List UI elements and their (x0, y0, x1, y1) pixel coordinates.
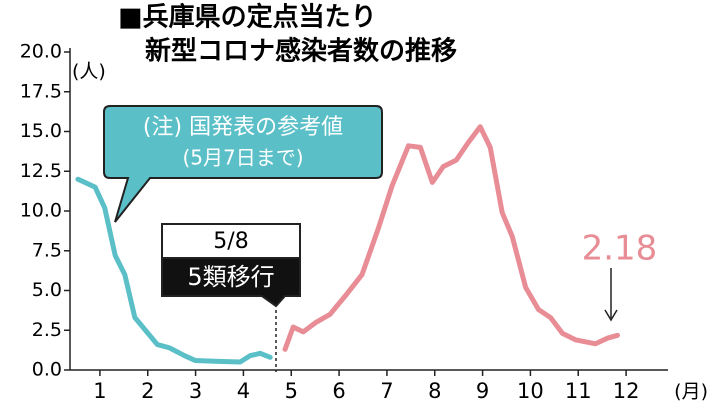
y-tick-label: 7.5 (32, 239, 62, 261)
x-tick-label: 9 (476, 379, 489, 403)
value-label: 2.18 (582, 229, 658, 269)
chart-title: 新型コロナ感染者数の推移 (145, 36, 457, 67)
date-box (161, 223, 301, 259)
y-tick-label: 5.0 (32, 279, 62, 301)
series-line (75, 176, 273, 365)
y-tick-label: 17.5 (20, 80, 62, 102)
x-tick-label: 6 (332, 379, 345, 403)
note-callout (103, 105, 383, 223)
y-tick-label: 2.5 (32, 319, 62, 341)
note: (注) 国発表の参考値 (143, 115, 343, 140)
x-tick-label: 10 (517, 379, 544, 403)
x-tick-label: 3 (189, 379, 202, 403)
y-tick-label: 12.5 (20, 160, 62, 182)
y-unit: (人) (72, 61, 106, 83)
arrow-head (604, 309, 618, 322)
event-box (161, 257, 301, 308)
x-tick-label: 11 (565, 379, 592, 403)
date-label: 5/8 (213, 229, 248, 254)
x-tick-label: 4 (237, 379, 250, 403)
x-tick-label: 1 (93, 379, 106, 403)
event-label: 5類移行 (187, 263, 274, 291)
y-tick-label: 10.0 (20, 200, 62, 222)
x-tick-label: 2 (141, 379, 154, 403)
x-tick-label: 5 (285, 379, 298, 403)
y-tick-label: 0.0 (32, 359, 62, 381)
note-sub: (5月7日まで) (182, 146, 303, 170)
x-tick-label: 7 (380, 379, 393, 403)
chart-title: ■兵庫県の定点当たり (118, 2, 377, 33)
y-tick-label: 15.0 (20, 120, 62, 142)
x-tick-label: 12 (613, 379, 640, 403)
series-line (282, 124, 620, 352)
y-tick-label: 20.0 (20, 41, 62, 63)
x-unit: (月) (674, 381, 708, 403)
x-tick-label: 8 (428, 379, 441, 403)
